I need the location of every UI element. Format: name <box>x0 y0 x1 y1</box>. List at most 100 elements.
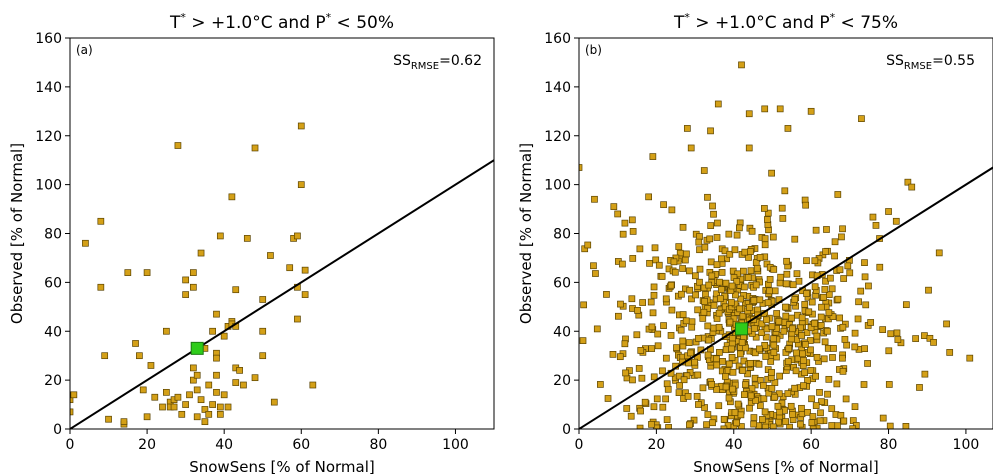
data-point <box>789 281 797 289</box>
data-point <box>756 296 764 304</box>
panel-label: (b) <box>585 43 602 57</box>
data-point <box>791 235 799 243</box>
data-point <box>761 408 769 416</box>
data-point <box>189 376 197 384</box>
data-point <box>213 310 220 318</box>
data-point <box>782 280 790 288</box>
data-point <box>764 216 771 223</box>
data-point <box>904 178 912 186</box>
data-point <box>808 419 816 427</box>
data-point <box>777 273 785 281</box>
data-point <box>769 233 777 241</box>
data-point <box>843 341 851 349</box>
data-point <box>858 115 865 122</box>
data-point <box>758 320 766 328</box>
data-point <box>756 345 763 353</box>
data-point <box>178 410 186 418</box>
data-point <box>716 295 724 302</box>
data-point <box>839 367 847 375</box>
data-point <box>688 318 696 326</box>
data-point <box>802 341 809 348</box>
data-point <box>752 281 760 289</box>
data-point <box>696 278 703 286</box>
data-point <box>817 313 825 321</box>
data-point <box>652 256 660 264</box>
data-point <box>301 266 309 274</box>
data-point <box>827 274 834 282</box>
data-point <box>667 281 675 289</box>
data-point <box>742 381 749 389</box>
skill-score-subscript: RMSE <box>411 61 439 72</box>
data-point <box>707 222 715 229</box>
data-point <box>691 358 699 366</box>
data-point <box>834 422 841 429</box>
data-point <box>751 349 759 357</box>
y-tick-label: 80 <box>44 227 62 243</box>
chart-title: T* > +1.0°C and P* < 50% <box>169 11 394 33</box>
data-point <box>808 395 815 403</box>
data-point <box>851 329 859 337</box>
data-point <box>747 267 755 275</box>
data-point <box>768 369 775 376</box>
data-point <box>761 105 769 113</box>
data-point <box>714 100 722 108</box>
data-point <box>801 369 809 377</box>
data-point <box>692 291 699 299</box>
skill-score: SSRMSE=0.55 <box>886 53 975 72</box>
data-point <box>902 301 910 309</box>
data-point <box>775 317 783 325</box>
data-point <box>658 273 666 280</box>
data-point <box>707 258 715 266</box>
data-point <box>696 265 704 273</box>
mean-point <box>190 341 204 355</box>
data-point <box>628 216 636 224</box>
data-point <box>787 402 795 410</box>
data-point <box>716 278 723 286</box>
data-point <box>803 257 810 265</box>
data-point <box>174 142 182 149</box>
data-point <box>752 397 759 404</box>
data-point <box>764 299 772 307</box>
data-point <box>684 393 692 400</box>
data-point <box>736 305 744 313</box>
data-point <box>791 296 799 303</box>
data-point <box>779 215 787 222</box>
data-point <box>679 223 687 231</box>
data-point <box>746 404 753 412</box>
data-point <box>776 408 783 416</box>
data-point <box>688 295 695 303</box>
data-point <box>297 122 305 130</box>
panel-label: (a) <box>76 43 93 57</box>
data-point <box>702 291 709 298</box>
data-point <box>762 353 770 360</box>
data-point <box>650 291 658 299</box>
data-point <box>750 297 758 304</box>
data-point <box>867 319 875 326</box>
data-point <box>593 325 601 333</box>
data-point <box>675 372 683 380</box>
data-point <box>579 164 583 171</box>
data-point <box>686 286 694 294</box>
data-point <box>641 398 649 406</box>
data-point <box>828 285 836 293</box>
data-point <box>879 414 887 422</box>
data-point <box>714 219 721 227</box>
data-point <box>693 392 701 400</box>
data-point <box>694 306 702 314</box>
skill-score: SSRMSE=0.62 <box>393 53 482 72</box>
y-tick-label: 40 <box>44 324 62 340</box>
data-point <box>708 272 716 280</box>
data-point <box>224 403 232 411</box>
data-point <box>839 354 846 362</box>
data-points <box>70 122 317 428</box>
data-point <box>216 410 224 418</box>
data-point <box>718 255 725 263</box>
data-point <box>635 365 643 372</box>
data-point <box>892 217 900 225</box>
data-point <box>685 339 693 346</box>
data-point <box>844 262 852 270</box>
data-point <box>813 332 821 340</box>
data-point <box>793 349 800 357</box>
data-point <box>753 264 761 272</box>
